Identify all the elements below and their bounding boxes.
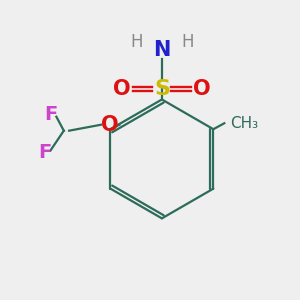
Text: H: H xyxy=(181,32,194,50)
Text: O: O xyxy=(193,79,211,99)
Text: O: O xyxy=(113,79,130,99)
Text: S: S xyxy=(154,79,170,99)
Text: F: F xyxy=(38,143,51,163)
Text: H: H xyxy=(130,32,143,50)
Text: N: N xyxy=(153,40,171,60)
Text: F: F xyxy=(44,105,57,124)
Text: CH₃: CH₃ xyxy=(230,116,258,131)
Text: O: O xyxy=(101,115,119,135)
